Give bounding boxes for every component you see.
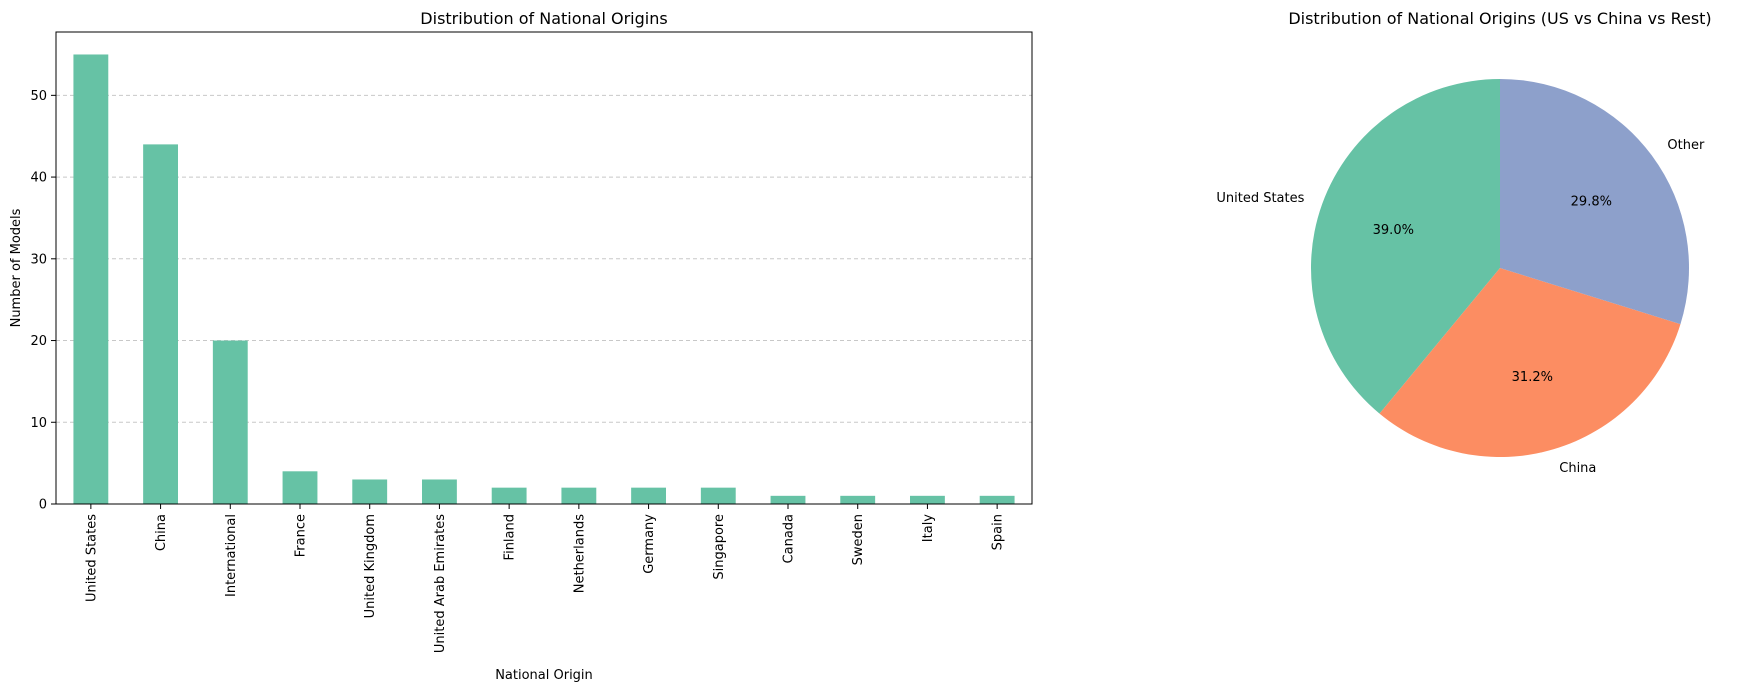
- x-axis-label: National Origin: [495, 668, 593, 683]
- pie-slices: [1311, 79, 1689, 457]
- pie-percent-label: 39.0%: [1373, 223, 1414, 238]
- pie-slice: [1500, 79, 1689, 325]
- x-tick-label: International: [224, 514, 239, 597]
- x-tick-label: United States: [84, 514, 99, 602]
- y-tick-label: 30: [30, 252, 47, 267]
- y-axis-ticks: 0 10 20 30 40 50: [30, 89, 56, 513]
- x-tick-label: Sweden: [851, 514, 866, 565]
- y-axis-label: Number of Models: [9, 208, 24, 327]
- x-tick-label: Italy: [921, 514, 936, 543]
- pie-chart: Distribution of National Origins (US vs …: [1216, 9, 1711, 476]
- bar-gridlines: [56, 94, 1032, 423]
- bar: [910, 495, 945, 504]
- pie-percent-label: 29.8%: [1571, 194, 1612, 209]
- x-tick-label: Finland: [503, 514, 518, 560]
- x-tick-label: Netherlands: [572, 514, 587, 593]
- bar: [631, 487, 666, 504]
- x-tick-label: United Arab Emirates: [433, 514, 448, 653]
- bar: [840, 495, 876, 504]
- bar: [282, 471, 318, 504]
- bar-chart: Distribution of National Origins 0 10 20 30…: [9, 9, 1033, 683]
- y-tick-label: 40: [30, 171, 47, 186]
- y-tick-label: 10: [30, 416, 47, 431]
- pie-labels: United States 39.0% China 31.2% Other 29.8%: [1216, 138, 1705, 476]
- pie-chart-title: Distribution of National Origins (US vs …: [1288, 9, 1711, 28]
- bar: [700, 487, 736, 504]
- bar: [143, 144, 178, 504]
- y-tick-label: 20: [30, 334, 47, 349]
- bar-chart-title: Distribution of National Origins: [420, 9, 667, 28]
- x-tick-label: Singapore: [712, 514, 727, 580]
- bar: [770, 495, 806, 504]
- x-tick-label: Spain: [991, 514, 1006, 550]
- x-tick-label: Germany: [642, 514, 657, 574]
- y-tick-label: 50: [30, 89, 47, 104]
- x-tick-label: China: [154, 514, 169, 551]
- x-axis-ticks: United States China International France Uni…: [84, 504, 1006, 653]
- bar: [422, 479, 457, 504]
- bar: [212, 340, 248, 504]
- bar-plot-frame: [55, 31, 1033, 505]
- bar: [561, 487, 597, 504]
- pie-category-label: Other: [1667, 138, 1705, 153]
- bar: [73, 54, 109, 504]
- pie-percent-label: 31.2%: [1512, 370, 1553, 385]
- pie-category-label: China: [1559, 461, 1596, 476]
- bar: [352, 479, 388, 504]
- x-tick-label: United Kingdom: [363, 514, 378, 618]
- x-tick-label: France: [294, 514, 309, 557]
- pie-category-label: United States: [1216, 191, 1304, 206]
- bar: [491, 487, 527, 504]
- x-tick-label: Canada: [782, 514, 797, 563]
- y-tick-label: 0: [39, 498, 47, 513]
- pie-slice: [1311, 79, 1500, 414]
- bar: [979, 495, 1015, 504]
- bar-series: [73, 54, 1015, 504]
- pie-slice: [1379, 268, 1681, 457]
